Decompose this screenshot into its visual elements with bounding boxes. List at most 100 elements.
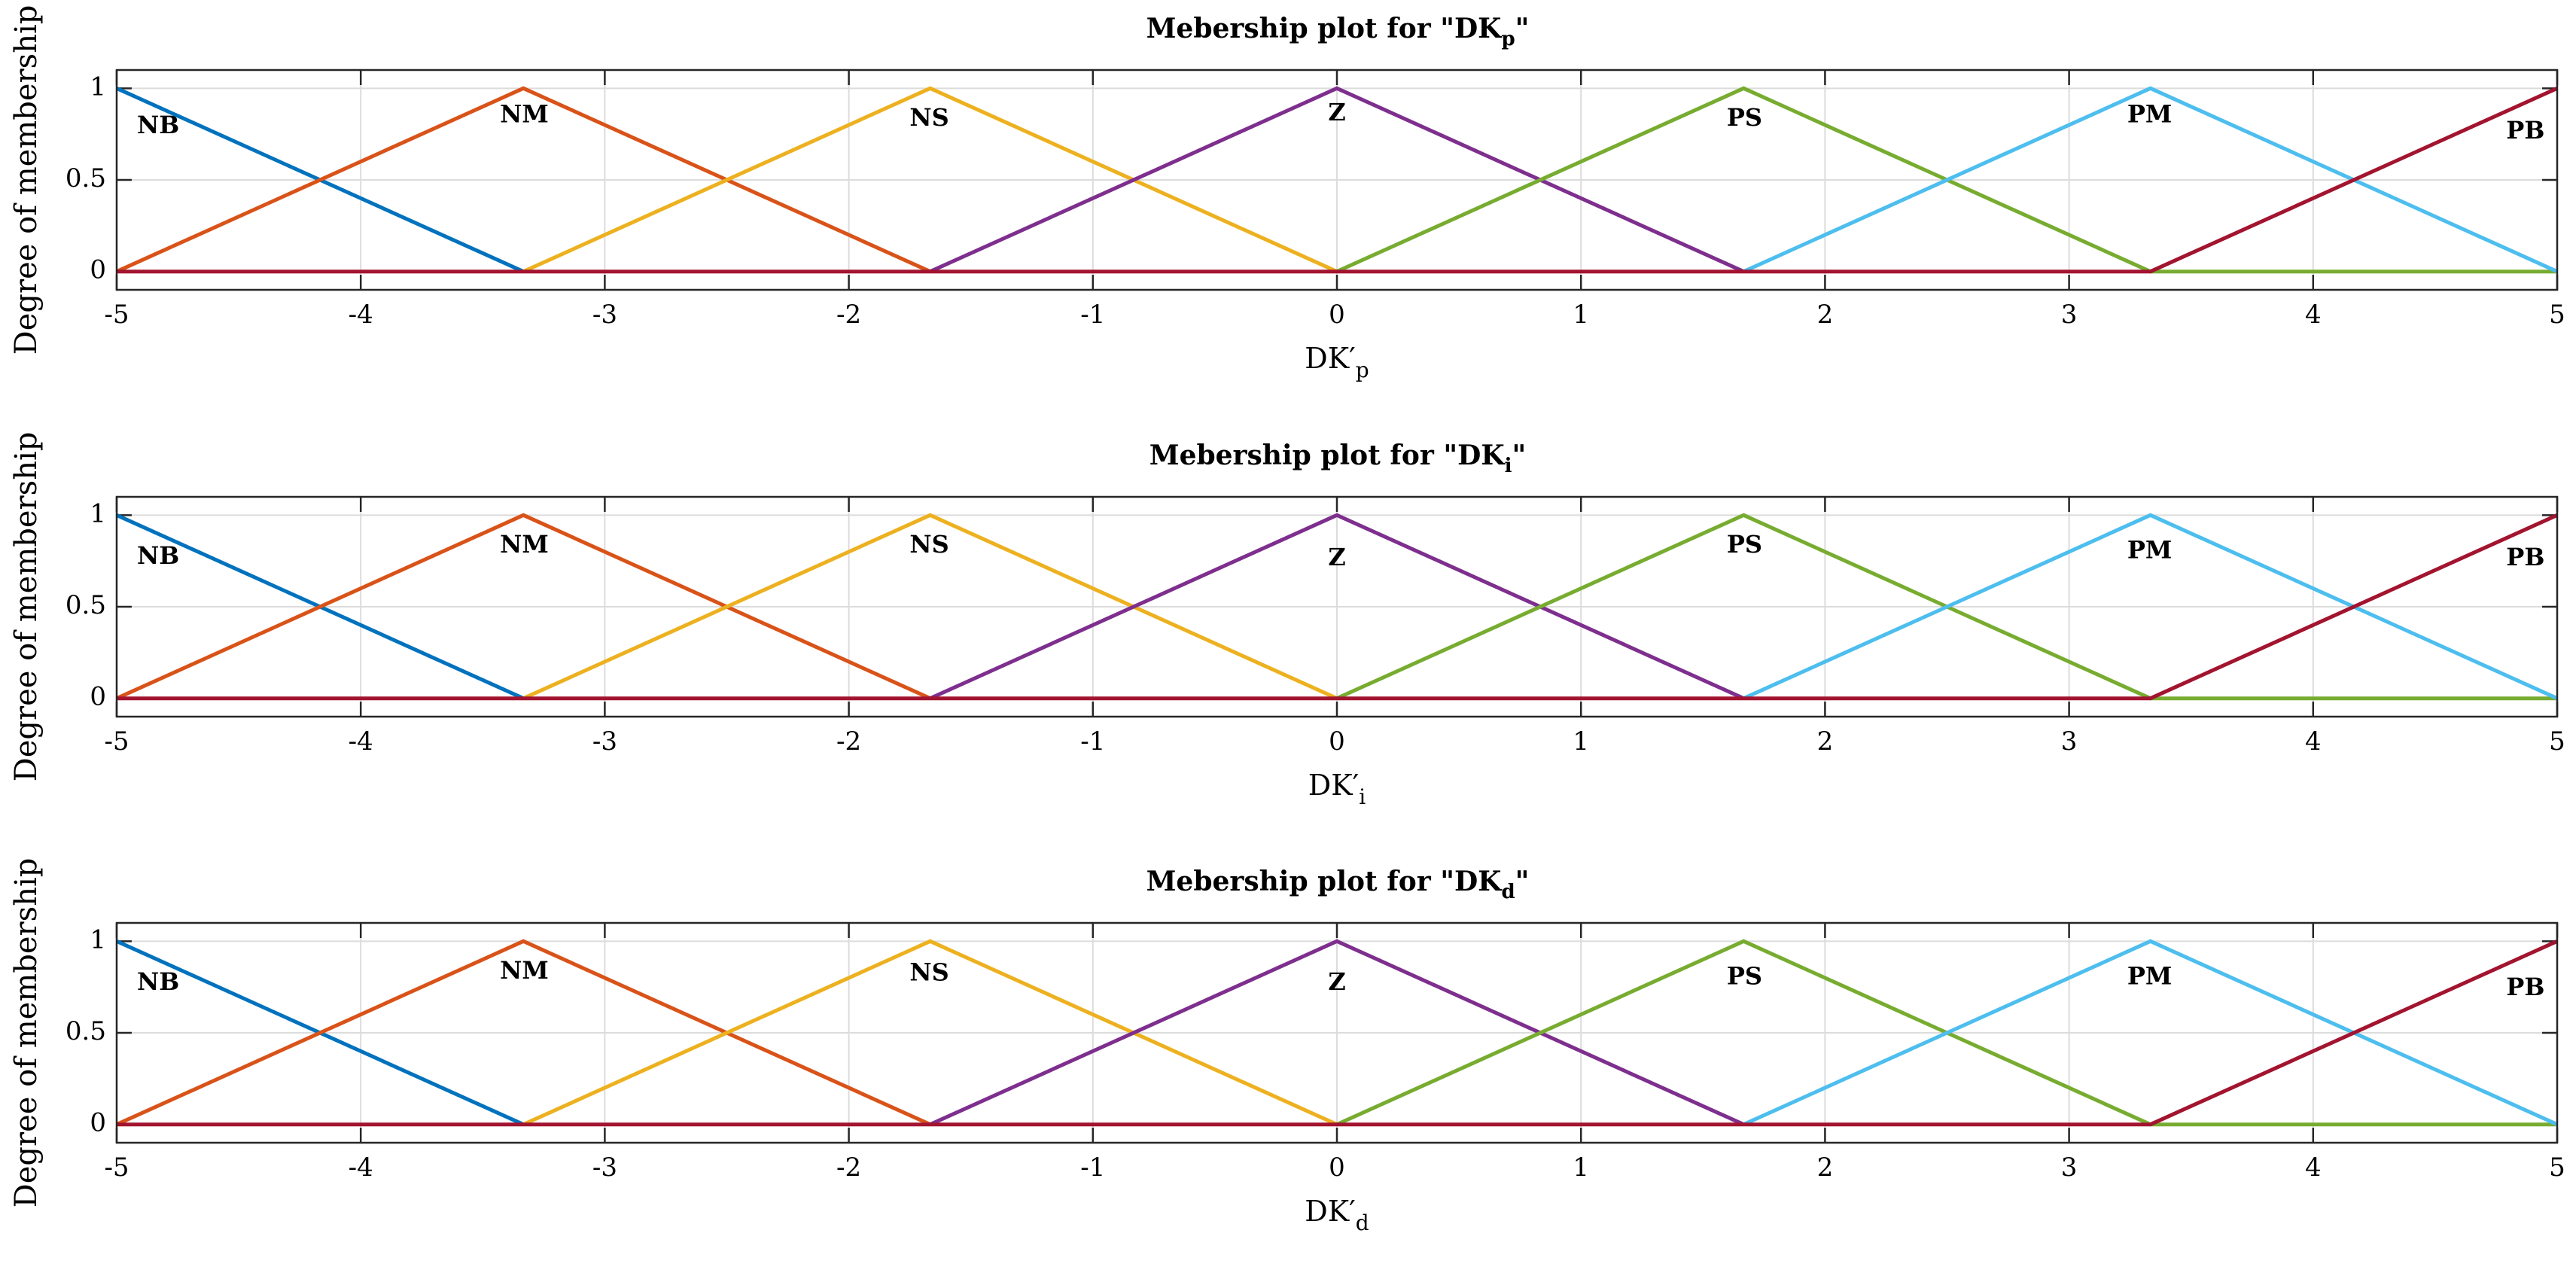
mf-label-pm: PM xyxy=(2127,536,2172,565)
x-tick-label: -2 xyxy=(836,1153,861,1183)
mf-label-nm: NM xyxy=(500,530,549,559)
x-tick-label: 4 xyxy=(2305,726,2322,757)
y-tick-label: 1 xyxy=(90,498,106,528)
x-tick-label: 3 xyxy=(2061,1153,2078,1183)
mf-label-nb: NB xyxy=(137,111,179,139)
mf-label-z: Z xyxy=(1328,967,1345,996)
x-tick-labels: -5 -4 -3 -2 -1 0 1 2 3 4 5 xyxy=(104,300,2565,330)
mf-label-nb: NB xyxy=(137,541,179,570)
y-tick-label: 0 xyxy=(90,1108,106,1138)
panel-title: Mebership plot for "DKd" xyxy=(1146,866,1530,903)
x-tick-label: 4 xyxy=(2305,1153,2322,1183)
mf-labels: NB NM NS Z PS PM PB xyxy=(137,530,2544,571)
panel-dkp: Mebership plot for "DKp" NB NM NS Z PS PM PB -… xyxy=(9,5,2565,382)
x-tick-label: 0 xyxy=(1329,300,1345,330)
mf-label-nb: NB xyxy=(137,967,179,996)
panel-dkd: Mebership plot for "DKd" NB NM NS Z PS PM PB -… xyxy=(9,858,2565,1235)
x-tick-label: -1 xyxy=(1080,726,1105,757)
series-lines xyxy=(115,513,2559,701)
x-tick-label: -4 xyxy=(349,726,373,757)
mf-label-pb: PB xyxy=(2506,116,2544,145)
axes-frame xyxy=(115,495,2559,718)
panel-title: Mebership plot for "DKp" xyxy=(1146,13,1530,50)
x-tick-label: 5 xyxy=(2549,726,2565,757)
x-tick-label: -5 xyxy=(104,726,129,757)
y-tick-label: 0 xyxy=(90,682,106,712)
series-line-pm xyxy=(1743,86,2559,273)
x-tick-label: -5 xyxy=(104,1153,129,1183)
series-line-pb xyxy=(117,513,2559,701)
mf-label-z: Z xyxy=(1328,98,1345,126)
series-line-nm xyxy=(115,86,931,273)
x-tick-label: -1 xyxy=(1080,1153,1105,1183)
x-axis-label: DK′p xyxy=(1305,342,1369,382)
y-tick-label: 0.5 xyxy=(65,590,106,620)
x-tick-label: 3 xyxy=(2061,300,2078,330)
x-tick-label: -2 xyxy=(836,300,861,330)
x-tick-label: 1 xyxy=(1573,300,1589,330)
series-line-pm xyxy=(1743,939,2559,1126)
y-axis-label: Degree of membership xyxy=(9,432,44,782)
x-tick-labels: -5 -4 -3 -2 -1 0 1 2 3 4 5 xyxy=(104,1153,2565,1183)
series-line-pb xyxy=(117,87,2559,274)
series-line-ns xyxy=(522,513,1338,700)
x-tick-label: 3 xyxy=(2061,726,2078,757)
mf-labels: NB NM NS Z PS PM PB xyxy=(137,956,2544,1001)
mf-label-z: Z xyxy=(1328,543,1345,571)
y-tick-label: 1 xyxy=(90,924,106,955)
series-line-ns xyxy=(522,939,1338,1126)
series-line-ns xyxy=(522,86,1338,273)
x-tick-label: 1 xyxy=(1573,726,1589,757)
axes-frame xyxy=(115,69,2559,291)
axes-frame xyxy=(115,921,2559,1144)
series-line-z xyxy=(929,86,1745,273)
x-tick-label: -4 xyxy=(349,1153,373,1183)
x-tick-label: -3 xyxy=(592,300,617,330)
y-tick-label: 1 xyxy=(90,72,106,102)
x-axis-label: DK′d xyxy=(1305,1195,1369,1235)
x-tick-label: 0 xyxy=(1329,726,1345,757)
x-tick-label: 2 xyxy=(1817,300,1834,330)
series-lines xyxy=(115,86,2559,274)
mf-label-nm: NM xyxy=(500,956,549,985)
mf-label-ns: NS xyxy=(909,103,948,132)
x-tick-label: 0 xyxy=(1329,1153,1345,1183)
x-tick-label: -3 xyxy=(592,1153,617,1183)
x-tick-label: -5 xyxy=(104,300,129,330)
x-tick-label: 4 xyxy=(2305,300,2322,330)
x-tick-label: 5 xyxy=(2549,300,2565,330)
panel-title: Mebership plot for "DKi" xyxy=(1149,440,1527,477)
panel-dki: Mebership plot for "DKi" NB NM NS Z PS PM PB -… xyxy=(9,432,2565,809)
series-line-nm xyxy=(115,513,931,700)
x-axis-label: DK′i xyxy=(1308,769,1366,809)
mf-label-ns: NS xyxy=(909,530,948,559)
x-tick-label: 1 xyxy=(1573,1153,1589,1183)
x-tick-label: 2 xyxy=(1817,1153,1834,1183)
mf-label-pm: PM xyxy=(2127,962,2172,991)
series-line-z xyxy=(929,939,1745,1126)
y-tick-labels: 00.51 xyxy=(65,72,106,285)
y-tick-labels: 00.51 xyxy=(65,498,106,711)
mf-label-nm: NM xyxy=(500,99,549,128)
mf-label-pb: PB xyxy=(2506,543,2544,571)
mf-label-ps: PS xyxy=(1727,103,1762,132)
x-tick-label: -3 xyxy=(592,726,617,757)
mf-label-pm: PM xyxy=(2127,99,2172,128)
series-line-z xyxy=(929,513,1745,700)
series-line-pb xyxy=(117,939,2559,1127)
x-tick-label: -2 xyxy=(836,726,861,757)
mf-label-pb: PB xyxy=(2506,973,2544,1001)
x-tick-label: 2 xyxy=(1817,726,1834,757)
x-tick-label: -4 xyxy=(349,300,373,330)
x-tick-labels: -5 -4 -3 -2 -1 0 1 2 3 4 5 xyxy=(104,726,2565,757)
y-axis-label: Degree of membership xyxy=(9,5,44,355)
y-tick-label: 0.5 xyxy=(65,1016,106,1046)
mf-labels: NB NM NS Z PS PM PB xyxy=(137,98,2544,145)
x-tick-label: 5 xyxy=(2549,1153,2565,1183)
series-line-pm xyxy=(1743,513,2559,700)
y-tick-label: 0.5 xyxy=(65,163,106,193)
x-tick-label: -1 xyxy=(1080,300,1105,330)
y-tick-labels: 00.51 xyxy=(65,924,106,1137)
